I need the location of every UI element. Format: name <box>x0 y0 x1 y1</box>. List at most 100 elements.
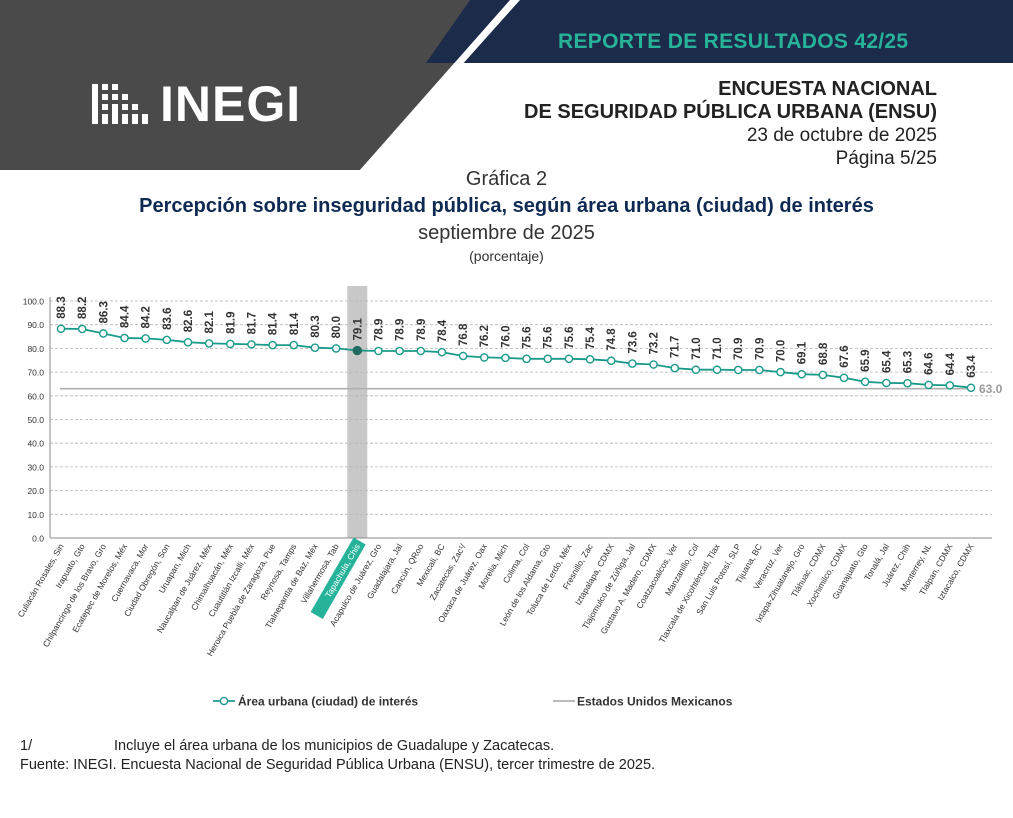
data-point <box>416 346 426 356</box>
data-point <box>606 356 616 366</box>
data-point <box>585 355 595 364</box>
data-point <box>966 383 976 393</box>
data-point <box>755 365 764 375</box>
y-tick-label: 20.0 <box>27 486 44 496</box>
y-tick-label: 30.0 <box>27 462 44 472</box>
header-gray-panel <box>0 0 510 170</box>
data-point <box>374 346 383 356</box>
report-date: 23 de octubre de 2025 <box>746 125 937 146</box>
data-point <box>670 363 680 373</box>
data-point <box>310 343 320 352</box>
data-point <box>691 365 701 375</box>
data-value-label: 75.4 <box>585 326 597 349</box>
line-chart: 0.0 10.0 20.0 30.0 40.0 50.0 60.0 70.0 80.0 90.0 1… <box>15 286 1003 709</box>
data-value-label: 81.4 <box>268 312 280 335</box>
data-point <box>776 367 785 377</box>
header-divider <box>360 0 520 170</box>
data-value-label: 83.6 <box>162 307 174 329</box>
chart-units: (porcentaje) <box>469 248 544 264</box>
data-point <box>479 353 489 362</box>
y-tick-label: 40.0 <box>27 439 44 449</box>
data-point <box>204 339 214 348</box>
highlight-band <box>347 286 368 538</box>
y-tick-label: 60.0 <box>27 391 44 401</box>
data-point <box>226 339 235 349</box>
inegi-logo-icon <box>92 84 148 124</box>
data-value-label: 71.0 <box>712 337 724 359</box>
data-value-label: 70.0 <box>776 340 788 362</box>
data-point <box>649 360 658 369</box>
data-point <box>797 369 806 379</box>
data-value-label: 67.6 <box>839 345 851 367</box>
footnote-mark: 1/ <box>20 738 33 754</box>
data-value-label: 68.8 <box>818 342 830 365</box>
y-tick-label: 10.0 <box>27 510 44 520</box>
chart-subtitle: septiembre de 2025 <box>418 222 595 244</box>
data-point <box>352 345 362 356</box>
survey-title-line2: DE SEGURIDAD PÚBLICA URBANA (ENSU) <box>524 101 937 123</box>
reference-value-label: 63.0 <box>979 382 1003 396</box>
survey-title-line1: ENCUESTA NACIONAL <box>718 78 937 100</box>
data-point <box>331 344 341 353</box>
data-value-label: 63.4 <box>966 355 978 378</box>
data-point <box>162 335 172 345</box>
data-value-label: 76.8 <box>458 323 470 346</box>
page-number: Página 5/25 <box>835 148 937 169</box>
data-point <box>564 354 574 364</box>
data-point <box>99 329 108 338</box>
data-value-label: 84.4 <box>119 305 131 328</box>
data-point <box>945 381 955 390</box>
data-point <box>628 359 637 368</box>
data-point <box>543 354 553 364</box>
series-line <box>60 327 972 389</box>
data-value-label: 81.7 <box>246 312 258 334</box>
data-value-label: 71.7 <box>670 336 682 358</box>
data-value-label: 73.2 <box>649 332 661 354</box>
data-value-label: 64.4 <box>945 352 957 375</box>
data-point <box>818 370 828 380</box>
header-navy-band <box>426 0 1013 63</box>
data-value-label: 88.3 <box>56 296 68 318</box>
data-point <box>903 378 912 388</box>
data-value-label: 80.3 <box>310 315 322 337</box>
data-value-label: 86.3 <box>98 301 110 323</box>
data-value-label: 65.9 <box>860 349 872 371</box>
data-value-label: 64.6 <box>924 353 936 375</box>
inegi-logo: INEGI <box>90 76 302 132</box>
data-point <box>289 340 299 350</box>
data-value-label: 81.4 <box>289 312 301 335</box>
y-tick-label: 80.0 <box>27 344 44 354</box>
logo-text: INEGI <box>160 76 302 132</box>
y-tick-label: 90.0 <box>27 320 44 330</box>
data-point <box>882 378 891 388</box>
y-tick-label: 0.0 <box>32 534 44 544</box>
data-value-label: 79.1 <box>352 318 364 341</box>
data-point <box>395 346 404 356</box>
data-value-label: 78.9 <box>395 319 407 341</box>
data-value-label: 74.8 <box>606 328 618 351</box>
footnote: 1/Incluye el área urbana de los municipi… <box>20 738 554 754</box>
data-value-label: 76.2 <box>479 325 491 347</box>
data-value-label: 71.0 <box>691 337 703 359</box>
data-point <box>458 351 468 361</box>
data-point <box>733 365 743 375</box>
data-value-label: 81.9 <box>225 312 237 334</box>
data-value-label: 88.2 <box>77 297 89 319</box>
data-value-label: 80.0 <box>331 316 343 338</box>
data-point <box>247 340 256 349</box>
y-tick-label: 70.0 <box>27 368 44 378</box>
data-value-label: 73.6 <box>627 331 639 353</box>
data-value-label: 82.6 <box>183 310 195 332</box>
data-point <box>522 354 531 364</box>
legend-reference-label: Estados Unidos Mexicanos <box>577 695 733 709</box>
legend-series-label: Área urbana (ciudad) de interés <box>238 694 418 709</box>
data-point <box>924 380 933 390</box>
header-banner <box>0 0 1013 170</box>
y-tick-label: 100.0 <box>23 297 45 307</box>
footnote-text: Incluye el área urbana de los municipios… <box>114 738 555 754</box>
data-value-label: 75.6 <box>543 326 555 348</box>
data-value-label: 70.9 <box>733 338 745 360</box>
data-value-label: 75.6 <box>564 326 576 348</box>
data-point <box>268 340 277 350</box>
data-point <box>120 333 129 343</box>
